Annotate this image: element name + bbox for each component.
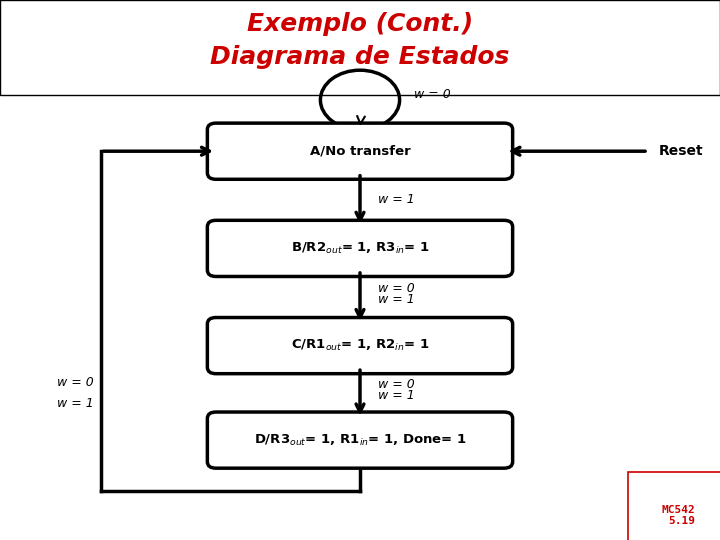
Text: B/R2$_{out}$= 1, R3$_{in}$= 1: B/R2$_{out}$= 1, R3$_{in}$= 1 bbox=[291, 241, 429, 256]
Text: w = 0: w = 0 bbox=[57, 375, 94, 389]
FancyBboxPatch shape bbox=[207, 220, 513, 276]
Text: Exemplo (Cont.): Exemplo (Cont.) bbox=[247, 12, 473, 36]
Text: D/R3$_{out}$= 1, R1$_{in}$= 1, Done= 1: D/R3$_{out}$= 1, R1$_{in}$= 1, Done= 1 bbox=[253, 433, 467, 448]
Text: w = 0: w = 0 bbox=[378, 282, 415, 295]
Text: w = 0: w = 0 bbox=[378, 377, 415, 391]
FancyBboxPatch shape bbox=[207, 318, 513, 374]
Text: MC542
5.19: MC542 5.19 bbox=[661, 505, 695, 526]
Text: w = 0: w = 0 bbox=[414, 88, 451, 101]
Text: C/R1$_{out}$= 1, R2$_{in}$= 1: C/R1$_{out}$= 1, R2$_{in}$= 1 bbox=[291, 338, 429, 353]
Text: w = 1: w = 1 bbox=[378, 293, 415, 306]
Text: w = 1: w = 1 bbox=[378, 193, 415, 206]
FancyBboxPatch shape bbox=[0, 0, 720, 94]
Text: Diagrama de Estados: Diagrama de Estados bbox=[210, 45, 510, 69]
Text: w = 1: w = 1 bbox=[378, 389, 415, 402]
FancyBboxPatch shape bbox=[207, 123, 513, 179]
FancyBboxPatch shape bbox=[207, 412, 513, 468]
Text: A/No transfer: A/No transfer bbox=[310, 145, 410, 158]
Text: Reset: Reset bbox=[659, 144, 703, 158]
Text: w = 1: w = 1 bbox=[57, 397, 94, 410]
